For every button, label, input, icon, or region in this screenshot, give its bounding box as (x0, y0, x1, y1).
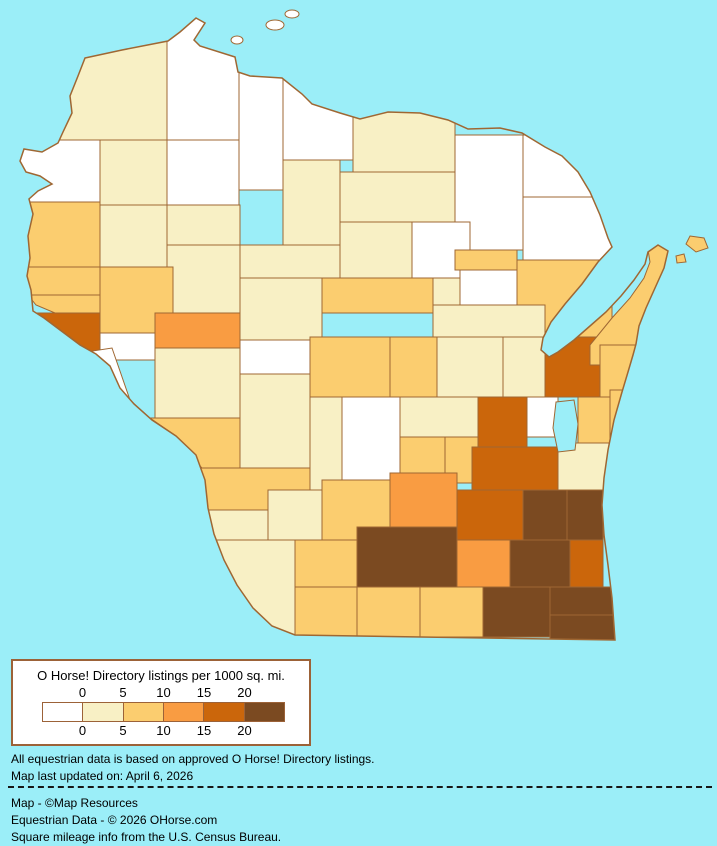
legend-swatch-1 (82, 702, 124, 722)
county-sawyer (166, 139, 240, 206)
legend-swatch-2 (122, 702, 164, 722)
apostle-island-1 (265, 19, 285, 31)
legend-tick-bottom-0: 0 (78, 723, 87, 738)
county-lincoln (339, 221, 413, 279)
county-chippewa (166, 244, 241, 314)
county-ozaukee (566, 489, 604, 541)
legend-tick-top-20: 20 (237, 685, 252, 700)
door-islet (675, 253, 687, 264)
county-winnebago (477, 396, 528, 448)
county-adams (341, 396, 401, 484)
county-jackson (154, 312, 241, 349)
county-rusk (166, 204, 241, 246)
legend-swatch-strip (42, 702, 285, 722)
county-la-crosse (148, 417, 241, 473)
county-outagamie (502, 336, 546, 398)
legend-box: O Horse! Directory listings per 1000 sq.… (11, 659, 311, 746)
dashed-separator (8, 786, 712, 788)
county-kewaunee (599, 344, 649, 398)
county-milwaukee (569, 539, 604, 591)
county-racine (549, 586, 616, 616)
county-shawano (432, 304, 546, 338)
county-shawano-nw (432, 277, 461, 306)
county-waushara (399, 396, 479, 438)
county-florence (522, 134, 614, 198)
lake-winnebago (552, 399, 579, 453)
county-taylor (239, 244, 341, 279)
county-layer (20, 18, 668, 640)
legend-tick-top-5: 5 (119, 685, 127, 700)
county-pierce (20, 266, 101, 296)
county-marathon (321, 277, 434, 314)
legend-tick-top-10: 10 (156, 685, 171, 700)
credit-square-mileage: Square mileage info from the U.S. Census… (11, 830, 282, 844)
credit-equestrian-data: Equestrian Data - © 2026 OHorse.com (11, 813, 218, 827)
county-menominee (459, 269, 518, 306)
county-white-central (239, 339, 311, 375)
credits: Map - ©Map Resources Equestrian Data - ©… (11, 795, 281, 846)
county-oconto-nw (454, 249, 518, 271)
county-grant (204, 539, 296, 638)
county-lafayette (294, 586, 358, 638)
credit-map: Map - ©Map Resources (11, 796, 138, 810)
county-manitowoc (609, 389, 661, 448)
legend-swatch-5 (243, 702, 285, 722)
county-waukesha (509, 539, 571, 591)
legend-swatch-3 (162, 702, 205, 722)
county-oneida (339, 171, 456, 223)
legend-tick-bottom-10: 10 (156, 723, 171, 738)
county-fond-du-lac (471, 446, 559, 491)
county-iowa (294, 539, 358, 588)
county-portage (389, 336, 438, 398)
county-pepin (26, 294, 101, 314)
county-columbia (389, 472, 458, 528)
legend-tick-top-0: 0 (78, 685, 87, 700)
note-last-updated: Map last updated on: April 6, 2026 (11, 769, 194, 783)
state-outline (19, 17, 669, 641)
county-dane (356, 526, 458, 588)
county-green (356, 586, 421, 638)
legend-tick-bottom-5: 5 (119, 723, 127, 738)
county-clark (239, 277, 323, 341)
note-data-source: All equestrian data is based on approved… (11, 752, 375, 766)
county-bayfield (166, 18, 240, 141)
county-walworth (482, 586, 551, 638)
county-rock (419, 586, 484, 638)
county-iron (282, 59, 354, 161)
county-jefferson (456, 539, 511, 591)
legend-swatch-0 (42, 702, 84, 722)
county-kenosha (549, 614, 616, 640)
county-monroe-b (239, 373, 311, 471)
legend-tick-top-15: 15 (196, 685, 212, 700)
county-ashland (238, 39, 284, 191)
county-washington (522, 489, 568, 541)
legend-title: O Horse! Directory listings per 1000 sq.… (37, 668, 285, 683)
map-notes: All equestrian data is based on approved… (11, 751, 375, 785)
county-monroe-a (154, 347, 254, 419)
wisconsin-choropleth-map (19, 9, 709, 641)
madeline-island (230, 35, 244, 45)
county-vilas (352, 99, 456, 173)
county-price (282, 159, 341, 246)
legend-tick-bottom-20: 20 (237, 723, 252, 738)
county-washburn (99, 139, 168, 206)
county-waupaca (436, 336, 504, 398)
legend-tick-bottom-15: 15 (196, 723, 212, 738)
county-calumet (577, 396, 611, 448)
county-wood (309, 336, 391, 398)
county-dodge (456, 489, 524, 541)
county-douglas (39, 39, 171, 141)
legend-swatch-4 (203, 702, 245, 722)
apostle-island-2 (284, 9, 300, 19)
county-barron (99, 204, 168, 268)
washington-island (685, 235, 709, 253)
